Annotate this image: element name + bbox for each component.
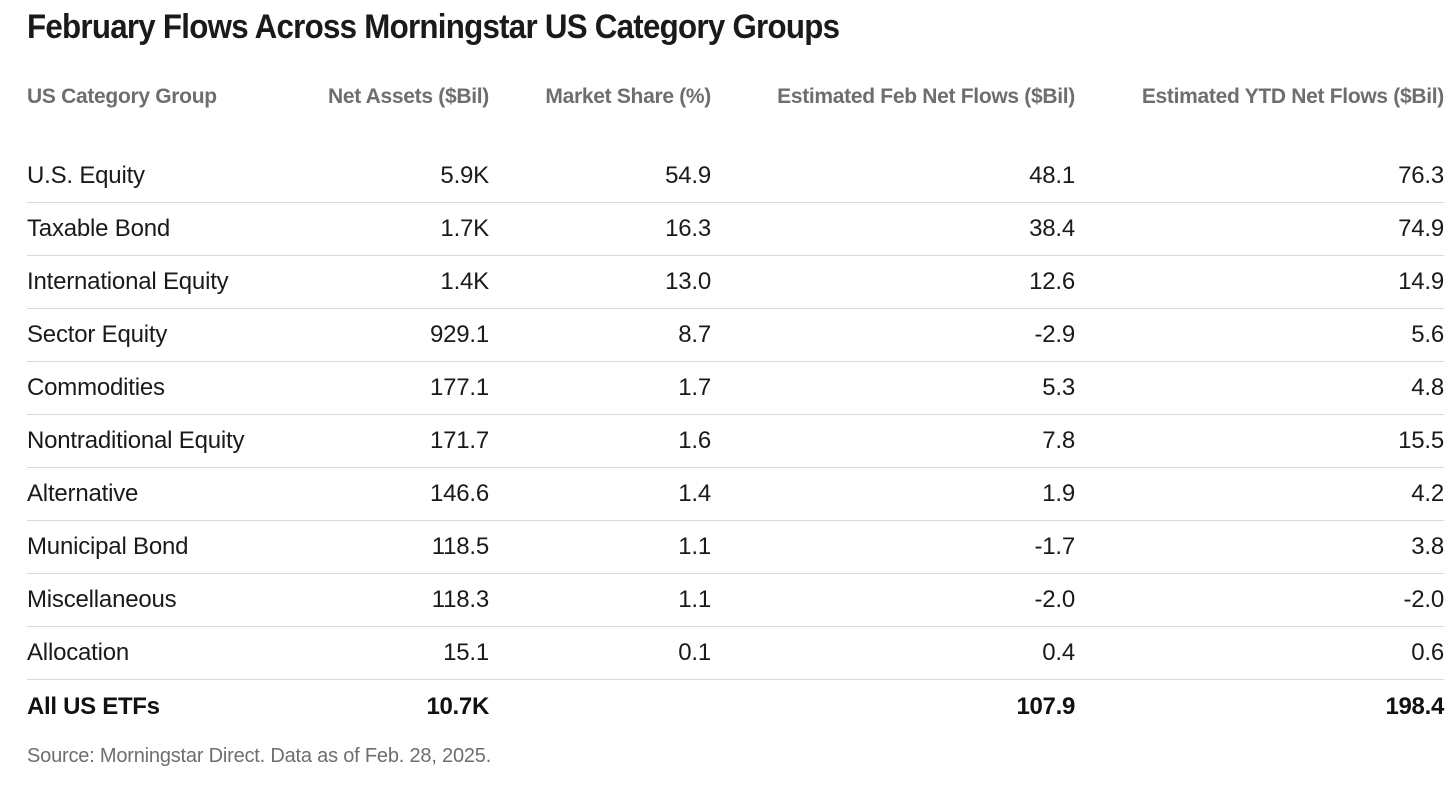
cell-feb-net-flows: -2.0 [711, 573, 1075, 627]
table-row: Alternative 146.6 1.4 1.9 4.2 [27, 467, 1444, 521]
cell-net-assets: 118.3 [307, 573, 489, 627]
cell-market-share: 54.9 [489, 150, 711, 203]
cell-category-group: International Equity [27, 255, 307, 309]
cell-market-share: 0.1 [489, 626, 711, 680]
header-row: US Category Group Net Assets ($Bil) Mark… [27, 76, 1444, 118]
table-header: US Category Group Net Assets ($Bil) Mark… [27, 76, 1444, 118]
cell-category-group: Allocation [27, 626, 307, 680]
table-row: Miscellaneous 118.3 1.1 -2.0 -2.0 [27, 573, 1444, 627]
cell-feb-net-flows: 38.4 [711, 202, 1075, 256]
table-row: U.S. Equity 5.9K 54.9 48.1 76.3 [27, 150, 1444, 203]
cell-market-share: 13.0 [489, 255, 711, 309]
cell-ytd-net-flows: 14.9 [1075, 255, 1444, 309]
cell-net-assets: 15.1 [307, 626, 489, 680]
cell-feb-net-flows: 12.6 [711, 255, 1075, 309]
cell-net-assets: 171.7 [307, 414, 489, 468]
cell-category-group: Commodities [27, 361, 307, 415]
table-body: U.S. Equity 5.9K 54.9 48.1 76.3 Taxable Bond 1… [27, 118, 1444, 733]
cell-market-share: 8.7 [489, 308, 711, 362]
header-spacer [27, 118, 1444, 150]
cell-market-share: 1.1 [489, 520, 711, 574]
cell-net-assets: 1.4K [307, 255, 489, 309]
cell-ytd-net-flows: 76.3 [1075, 150, 1444, 203]
cell-category-group: Taxable Bond [27, 202, 307, 256]
total-cell-market-share [489, 680, 711, 734]
cell-feb-net-flows: 48.1 [711, 150, 1075, 203]
cell-feb-net-flows: 5.3 [711, 361, 1075, 415]
cell-feb-net-flows: 0.4 [711, 626, 1075, 680]
table-row: Allocation 15.1 0.1 0.4 0.6 [27, 626, 1444, 680]
column-header-ytd-net-flows: Estimated YTD Net Flows ($Bil) [1141, 85, 1444, 108]
cell-ytd-net-flows: 5.6 [1075, 308, 1444, 362]
cell-ytd-net-flows: 15.5 [1075, 414, 1444, 468]
column-header-net-assets: Net Assets ($Bil) [327, 85, 489, 108]
column-header-category-group: US Category Group [27, 85, 217, 108]
cell-market-share: 1.4 [489, 467, 711, 521]
cell-feb-net-flows: 7.8 [711, 414, 1075, 468]
cell-market-share: 1.1 [489, 573, 711, 627]
cell-ytd-net-flows: 4.8 [1075, 361, 1444, 415]
total-cell-ytd-net-flows: 198.4 [1385, 692, 1444, 720]
total-row: All US ETFs 10.7K 107.9 198.4 [27, 680, 1444, 734]
column-header-market-share: Market Share (%) [545, 85, 711, 108]
table-row: Sector Equity 929.1 8.7 -2.9 5.6 [27, 308, 1444, 362]
cell-feb-net-flows: -2.9 [711, 308, 1075, 362]
table-row: Taxable Bond 1.7K 16.3 38.4 74.9 [27, 202, 1444, 256]
cell-feb-net-flows: -1.7 [711, 520, 1075, 574]
cell-net-assets: 929.1 [307, 308, 489, 362]
cell-net-assets: 146.6 [307, 467, 489, 521]
cell-category-group: Sector Equity [27, 308, 307, 362]
cell-category-group: U.S. Equity [27, 150, 307, 203]
table-row: Municipal Bond 118.5 1.1 -1.7 3.8 [27, 520, 1444, 574]
cell-ytd-net-flows: 0.6 [1075, 626, 1444, 680]
cell-net-assets: 5.9K [307, 150, 489, 203]
cell-ytd-net-flows: -2.0 [1075, 573, 1444, 627]
cell-net-assets: 177.1 [307, 361, 489, 415]
source-note: Source: Morningstar Direct. Data as of F… [27, 745, 492, 767]
table-row: International Equity 1.4K 13.0 12.6 14.9 [27, 255, 1444, 309]
cell-net-assets: 1.7K [307, 202, 489, 256]
cell-market-share: 1.7 [489, 361, 711, 415]
flows-table-figure: February Flows Across Morningstar US Cat… [27, 0, 1444, 797]
cell-category-group: Municipal Bond [27, 520, 307, 574]
cell-category-group: Alternative [27, 467, 307, 521]
total-cell-category-group: All US ETFs [27, 692, 160, 720]
chart-title: February Flows Across Morningstar US Cat… [27, 8, 840, 46]
cell-category-group: Nontraditional Equity [27, 414, 307, 468]
cell-ytd-net-flows: 3.8 [1075, 520, 1444, 574]
flows-table: US Category Group Net Assets ($Bil) Mark… [27, 76, 1444, 733]
table-row: Commodities 177.1 1.7 5.3 4.8 [27, 361, 1444, 415]
column-header-feb-net-flows: Estimated Feb Net Flows ($Bil) [777, 85, 1075, 108]
cell-market-share: 16.3 [489, 202, 711, 256]
cell-market-share: 1.6 [489, 414, 711, 468]
cell-category-group: Miscellaneous [27, 573, 307, 627]
cell-ytd-net-flows: 4.2 [1075, 467, 1444, 521]
cell-feb-net-flows: 1.9 [711, 467, 1075, 521]
total-cell-net-assets: 10.7K [426, 692, 489, 720]
table-row: Nontraditional Equity 171.7 1.6 7.8 15.5 [27, 414, 1444, 468]
cell-net-assets: 118.5 [307, 520, 489, 574]
cell-ytd-net-flows: 74.9 [1075, 202, 1444, 256]
total-cell-feb-net-flows: 107.9 [1016, 692, 1075, 720]
